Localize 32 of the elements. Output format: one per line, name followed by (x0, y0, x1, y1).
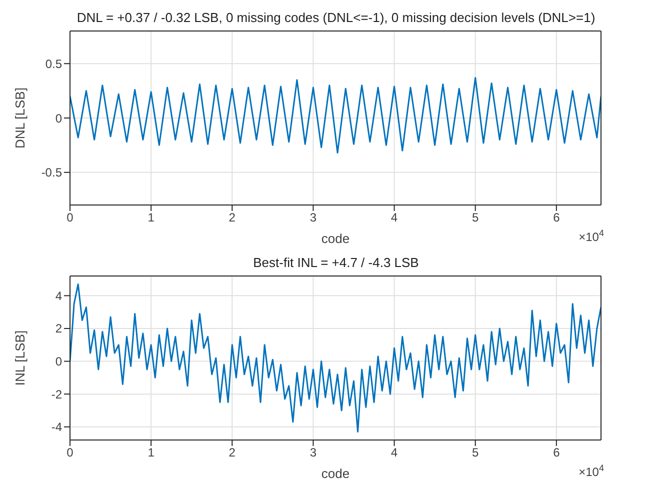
x-tick-label: 0 (66, 446, 74, 460)
y-tick-label: 0 (55, 111, 62, 126)
y-tick-label: 0 (55, 354, 62, 369)
y-tick-label: -4 (51, 420, 62, 434)
y-tick-label: 0.5 (45, 56, 62, 71)
x-tick-label: 6 (553, 210, 560, 225)
x-tick-label: 6 (553, 446, 560, 460)
x-axis-title: code (321, 231, 350, 246)
y-tick-label: -0.5 (41, 166, 62, 180)
chart-title: Best-fit INL = +4.7 / -4.3 LSB (253, 255, 419, 270)
x-tick-label: 5 (472, 446, 479, 460)
line-series (70, 283, 601, 433)
chart-title: DNL = +0.37 / -0.32 LSB, 0 missing codes (DNL<=-1), 0 missing decision levels (DNL>=1) (76, 10, 596, 25)
line-series (70, 77, 601, 154)
y-axis-title: INL [LSB] (12, 330, 28, 386)
y-tick-label: 2 (55, 322, 62, 336)
x-tick-label: 3 (310, 446, 317, 460)
text: ×10$^{4}$ (578, 228, 604, 244)
x-tick-label: 2 (228, 446, 236, 460)
x-tick-label: 2 (228, 210, 236, 225)
x-tick-label: 3 (310, 210, 317, 225)
x-tick-label: 4 (390, 210, 398, 225)
x-axis-title: code (321, 466, 350, 481)
x-tick-label: 4 (390, 446, 398, 460)
text: ×10$^{4}$ (578, 463, 604, 479)
x-tick-label: 1 (148, 210, 155, 225)
y-tick-label: 4 (55, 288, 62, 303)
x-tick-label: 5 (472, 210, 479, 225)
y-axis-title: DNL [LSB] (12, 88, 28, 148)
x-tick-label: 0 (66, 210, 74, 225)
x-tick-label: 1 (148, 446, 155, 460)
y-tick-label: -2 (51, 387, 62, 402)
